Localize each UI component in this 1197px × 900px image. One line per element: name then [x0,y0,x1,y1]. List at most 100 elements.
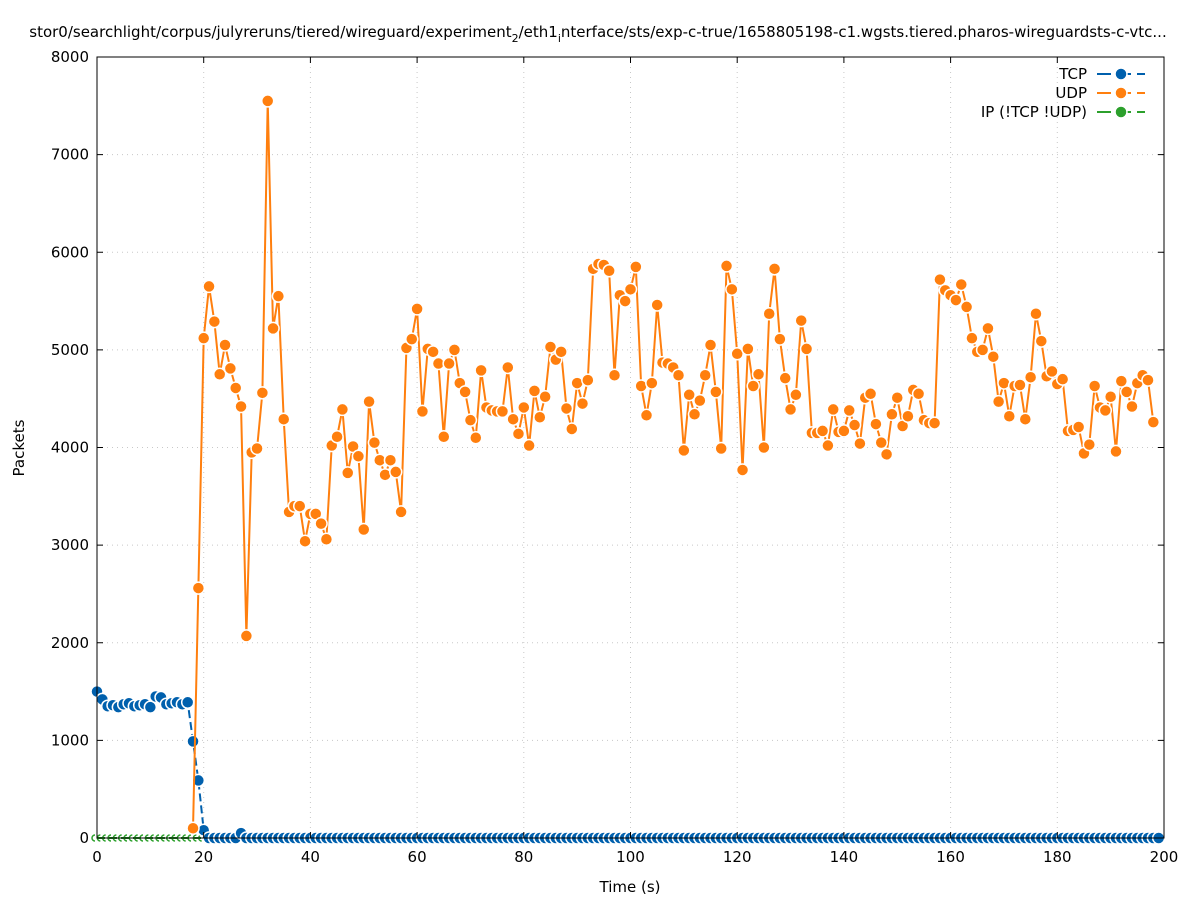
data-point [437,430,451,444]
data-point [735,463,750,477]
data-point [885,407,899,422]
x-tick-label: 0 [92,848,102,866]
data-point [394,505,408,519]
data-point [682,388,696,402]
data-point [1034,334,1049,348]
data-point [410,302,424,316]
data-point [517,400,531,415]
data-point [741,342,755,356]
data-point [842,403,856,418]
data-point [927,416,942,430]
legend-label: IP (!TCP !UDP) [981,103,1087,121]
data-point [180,695,195,710]
data-point [543,340,558,354]
data-point [773,332,787,346]
data-point [405,332,419,346]
legend-marker [1114,86,1128,100]
data-point [581,373,595,387]
data-point [501,360,515,375]
data-point [1029,307,1043,321]
data-point [853,436,867,451]
data-point [186,821,200,835]
data-point [276,412,291,426]
data-point [1098,403,1113,418]
data-point [1119,385,1134,399]
data-point [271,289,286,303]
series-line [192,100,1155,829]
data-point [469,430,483,445]
data-point [602,264,616,278]
data-point [533,410,547,424]
data-point [671,368,686,383]
data-point [623,282,638,297]
data-point [91,834,96,842]
y-tick-label: 6000 [51,243,89,261]
data-point [847,418,862,432]
data-point [196,331,211,345]
data-point [762,307,776,321]
data-point [725,282,739,297]
data-point [933,272,947,287]
data-point [869,417,883,431]
legend-marker [1114,67,1128,81]
data-point [645,376,659,390]
data-point [314,516,328,531]
data-point [266,321,280,336]
data-point [554,345,568,359]
data-point [874,435,888,450]
data-point [991,394,1006,409]
data-point [975,343,990,357]
data-point [1141,373,1155,387]
data-point [212,367,227,382]
data-point [506,412,520,426]
data-point [511,427,526,441]
data-point [1082,437,1097,452]
data-point [837,424,851,438]
legend-label: UDP [1055,84,1087,102]
series-tcp [90,684,1166,845]
data-point [714,441,728,456]
data-point [607,368,622,383]
data-point [687,407,702,422]
data-point [239,629,254,643]
x-axis-label: Time (s) [599,878,661,896]
data-point [1002,409,1017,424]
data-point [522,438,536,453]
title-part: /eth1 [519,23,558,41]
data-point [383,453,398,467]
data-point [367,435,382,450]
x-tick-label: 20 [194,848,213,866]
data-point [709,385,723,399]
data-point [1071,420,1086,434]
data-point [527,384,542,398]
y-tick-label: 5000 [51,341,89,359]
data-point [629,260,643,274]
data-point [879,447,894,462]
data-point [330,430,344,444]
data-point [234,399,248,414]
data-point [351,449,366,464]
data-point [340,466,355,480]
data-point [298,534,312,548]
x-tick-label: 180 [1043,848,1072,866]
data-point [463,413,478,427]
data-point [949,293,963,307]
data-point [799,342,814,356]
x-tick-label: 40 [301,848,320,866]
data-point [986,349,1001,364]
data-point [1013,378,1027,392]
data-point [207,314,222,329]
data-point [954,277,969,292]
data-point [794,313,808,328]
y-tick-label: 2000 [51,634,89,652]
data-point [901,409,915,424]
axis-ticks: 0 20 40 60 80 100 120 140 160 180 2000100020003000… [51,48,1179,866]
y-tick-label: 4000 [51,439,89,457]
y-tick-label: 1000 [51,731,89,749]
title-subscript: i [558,32,561,45]
data-point [362,394,376,409]
series-layer [90,94,1166,845]
data-point [693,393,707,408]
y-tick-label: 3000 [51,536,89,554]
